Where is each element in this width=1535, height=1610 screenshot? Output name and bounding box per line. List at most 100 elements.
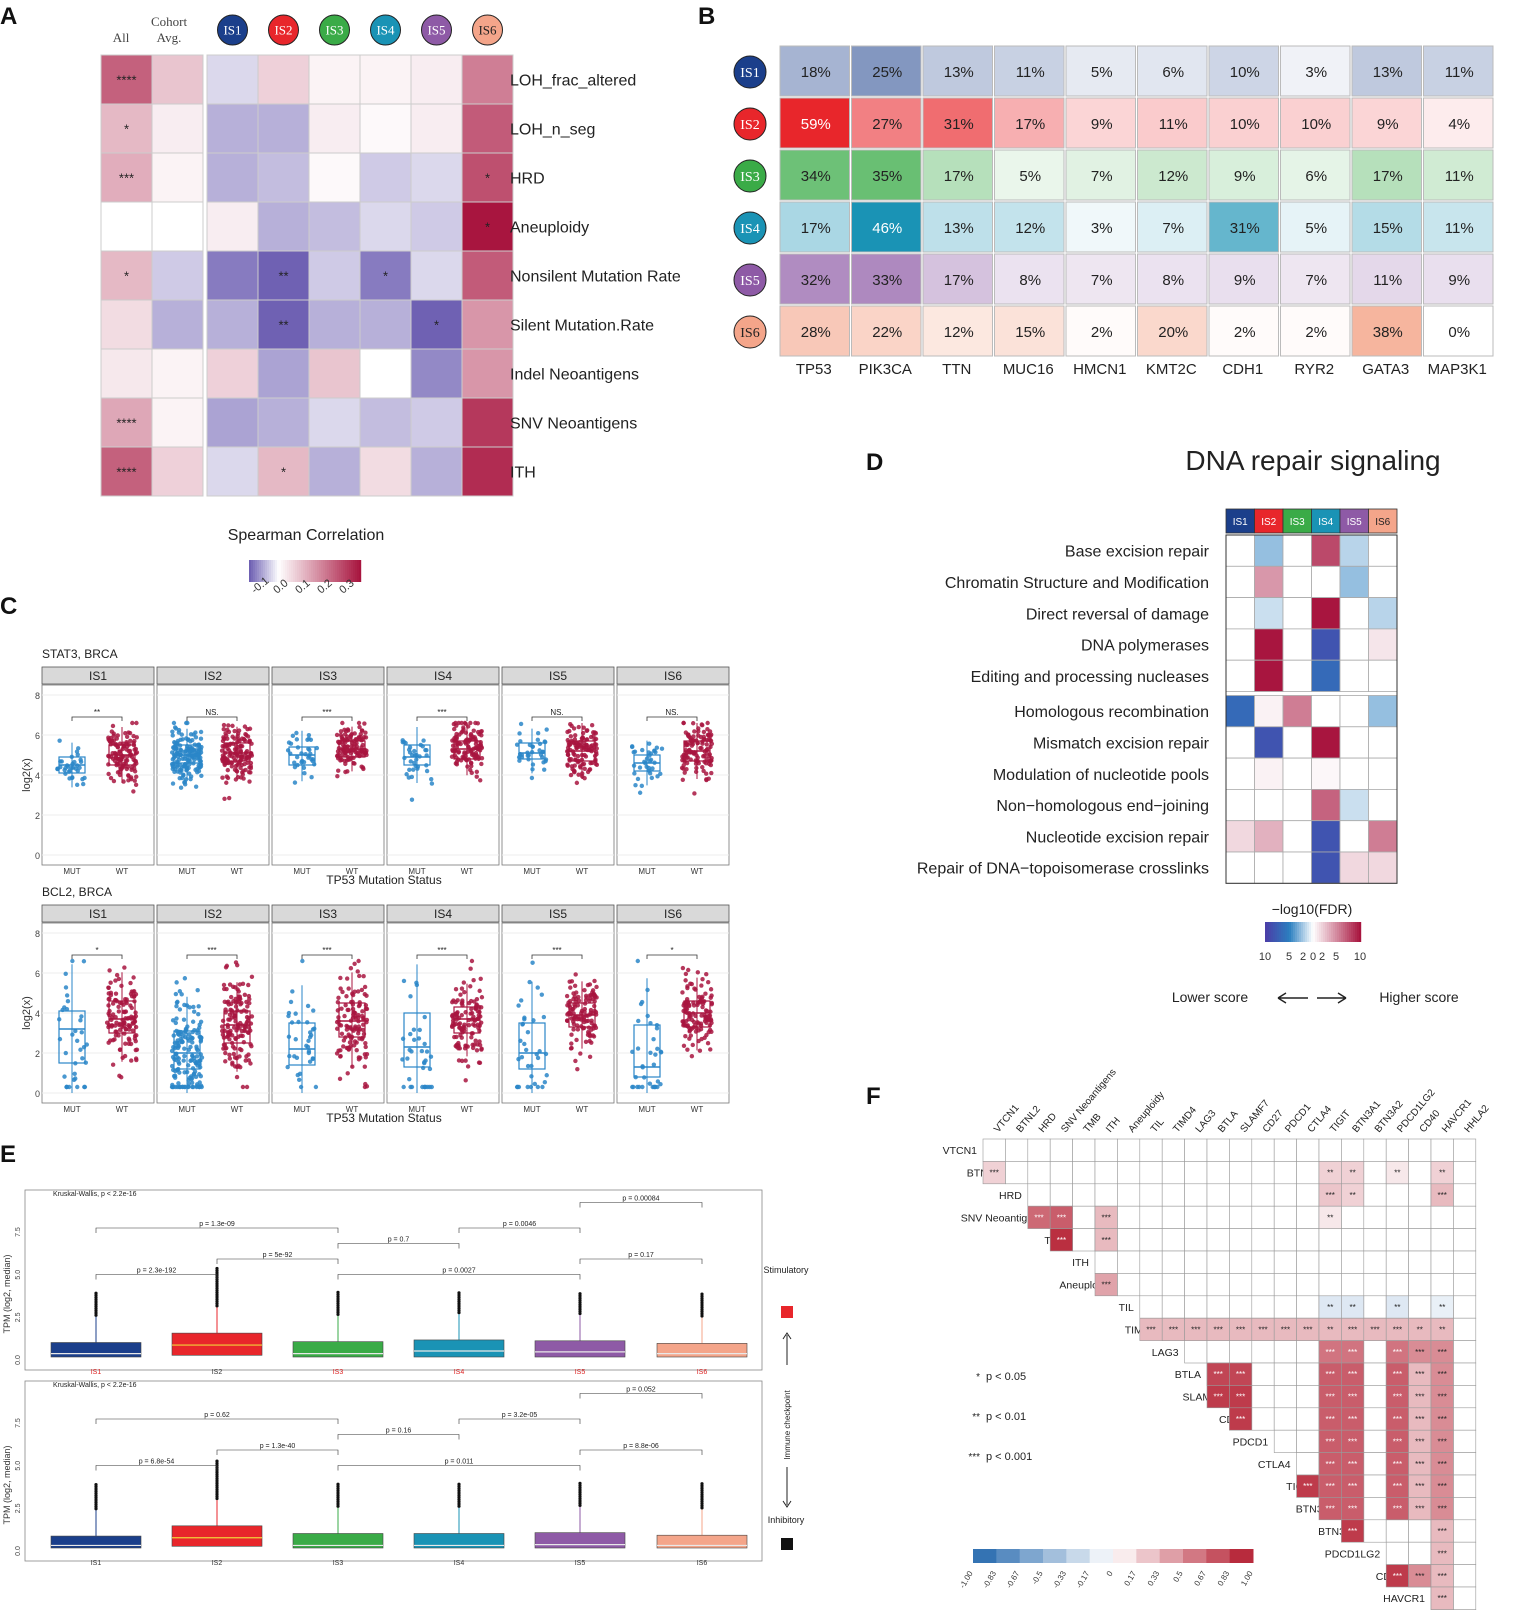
data-point xyxy=(230,1060,235,1065)
legend-gradient-step xyxy=(269,560,272,582)
mutation-pct: 11% xyxy=(1159,116,1188,133)
grid-cell xyxy=(1206,1228,1230,1252)
data-point xyxy=(420,1065,426,1071)
data-point xyxy=(109,1023,115,1028)
sig-legend-stars: *** xyxy=(968,1452,980,1463)
data-point xyxy=(592,994,598,1000)
corr-sig: *** xyxy=(1102,1213,1111,1222)
subtype-badge-is2 xyxy=(268,14,299,46)
grid-cell xyxy=(1251,1340,1275,1364)
data-point xyxy=(411,1027,417,1032)
data-point xyxy=(198,1019,204,1025)
x-tick: IS4 xyxy=(454,1560,465,1567)
data-point xyxy=(73,1076,78,1081)
outlier-point xyxy=(578,1501,582,1505)
data-point xyxy=(191,1084,196,1090)
outlier-point xyxy=(94,1482,98,1487)
x-tick: MUT xyxy=(63,1105,80,1114)
legend-gradient-step xyxy=(281,560,284,582)
y-tick: 7.5 xyxy=(15,1227,22,1237)
data-point xyxy=(700,764,705,770)
sig-legend-label: p < 0.05 xyxy=(986,1371,1026,1383)
y-tick: 2 xyxy=(35,811,40,821)
mutation-pct: 11% xyxy=(1373,272,1402,289)
data-point xyxy=(116,756,121,762)
data-point xyxy=(568,734,574,739)
data-point xyxy=(79,1014,84,1019)
legend-gradient-step xyxy=(1291,922,1294,942)
outlier-point xyxy=(457,1500,461,1504)
outlier-point xyxy=(700,1484,704,1488)
x-tick: MUT xyxy=(408,867,425,876)
data-point xyxy=(703,991,708,996)
data-point xyxy=(130,1028,136,1033)
colorbar-tick: 0.17 xyxy=(1122,1569,1138,1587)
grid-cell xyxy=(1161,1295,1185,1319)
data-point xyxy=(286,1010,292,1016)
outlier-point xyxy=(94,1307,98,1311)
data-point xyxy=(198,729,204,735)
comparison-p-value: p = 8.8e-06 xyxy=(623,1443,659,1450)
grid-cell xyxy=(1251,1205,1275,1229)
data-point xyxy=(244,999,249,1005)
x-tick: WT xyxy=(576,1105,589,1114)
box xyxy=(656,1343,748,1358)
data-point xyxy=(583,993,589,998)
comparison-bracket xyxy=(337,1434,460,1440)
legend-gradient-step xyxy=(1287,922,1290,942)
row-label: Nucleotide excision repair xyxy=(1026,829,1210,846)
legend-gradient-step xyxy=(1349,922,1352,942)
legend-gradient-step xyxy=(327,560,330,582)
data-point xyxy=(63,1050,68,1056)
legend-gradient-step xyxy=(1351,922,1354,942)
colorbar-tick: 0.5 xyxy=(1171,1569,1185,1584)
data-point xyxy=(338,1054,343,1059)
comparison-p-value: p = 2.3e-192 xyxy=(137,1268,177,1275)
comparison-bracket xyxy=(579,1449,703,1455)
data-point xyxy=(348,966,354,971)
data-point xyxy=(453,1021,459,1027)
cell xyxy=(206,201,259,252)
legend-gradient-step xyxy=(289,560,292,582)
data-point xyxy=(221,736,227,741)
outlier-point xyxy=(215,1269,219,1273)
data-point xyxy=(357,1002,362,1007)
outlier-point xyxy=(457,1484,461,1489)
sig-stars: * xyxy=(434,318,439,333)
data-point xyxy=(704,742,709,747)
legend-gradient-step xyxy=(1343,922,1346,942)
data-point xyxy=(360,742,365,748)
sig-label: * xyxy=(670,946,673,955)
data-point xyxy=(186,1081,191,1087)
grid-cell xyxy=(1408,1205,1432,1229)
outlier-point xyxy=(215,1472,219,1476)
data-point xyxy=(241,768,246,773)
data-point xyxy=(407,745,413,750)
data-point xyxy=(113,997,119,1003)
legend-gradient-step xyxy=(253,560,256,582)
legend-gradient-step xyxy=(1327,922,1330,942)
facet-label: IS2 xyxy=(204,907,222,921)
outlier-point xyxy=(457,1482,461,1486)
box xyxy=(50,1535,142,1549)
y-tick: 7.5 xyxy=(15,1418,22,1428)
mutation-cell xyxy=(1423,97,1494,149)
data-point xyxy=(220,775,225,780)
sig-stars: * xyxy=(281,465,286,480)
data-point xyxy=(108,990,114,996)
outlier-point xyxy=(700,1310,704,1314)
data-point xyxy=(232,728,237,734)
mutation-pct: 8% xyxy=(1162,272,1184,289)
panel-letter-a: A xyxy=(0,3,17,30)
outlier-point xyxy=(215,1461,219,1465)
repair-cell xyxy=(1339,534,1369,567)
legend-gradient-step xyxy=(299,560,302,582)
mutation-pct: 11% xyxy=(1016,64,1045,81)
outlier-point xyxy=(700,1314,704,1318)
outlier-point xyxy=(578,1494,582,1499)
outlier-point xyxy=(336,1491,340,1495)
data-point xyxy=(227,1052,232,1058)
data-point xyxy=(592,978,597,984)
subtype-badge-label: IS3 xyxy=(740,170,759,185)
grid-cell xyxy=(1139,1250,1163,1274)
